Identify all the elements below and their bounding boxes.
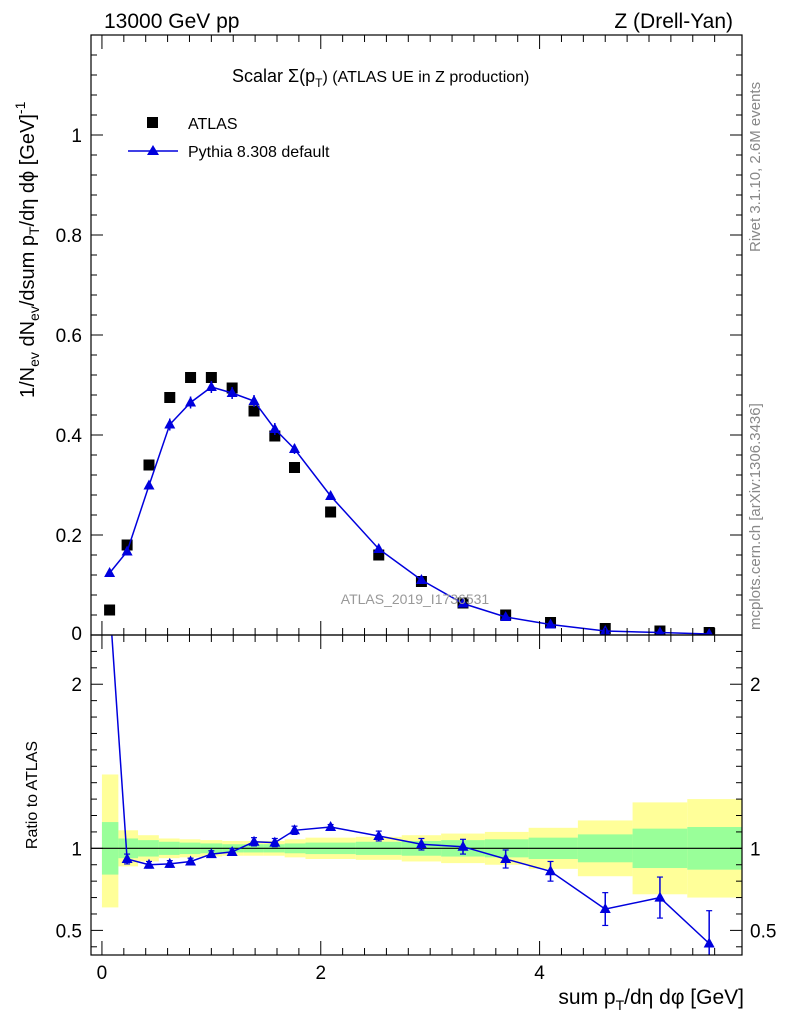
atlas-data-point xyxy=(121,539,133,551)
pythia-data-point xyxy=(143,479,155,490)
pythia-data-point xyxy=(500,611,512,621)
pythia-data-point xyxy=(457,597,469,608)
legend: ATLAS Pythia 8.308 default xyxy=(128,116,330,161)
ratio-x-tick-label: 2 xyxy=(315,963,326,984)
x-axis-label-sub: T xyxy=(616,997,625,1013)
pythia-data-point xyxy=(545,618,557,629)
ratio-data-point xyxy=(373,830,385,841)
ratio-y-tick-label: 2 xyxy=(71,675,82,696)
ratio-data-point xyxy=(415,838,427,849)
ratio-y-tick-label: 0.5 xyxy=(56,921,82,942)
ratio-y-axis-label: Ratio to ATLAS xyxy=(24,741,41,849)
atlas-data-point xyxy=(185,372,197,383)
ratio-data-point xyxy=(545,865,557,876)
main-y-tick-label: 1 xyxy=(71,126,82,147)
ratio-data-point xyxy=(121,853,133,863)
x-axis-label-suffix: /dη dφ [GeV] xyxy=(624,986,744,1009)
chart-title: Scalar Σ(pT) (ATLAS UE in Z production) xyxy=(232,66,529,90)
pythia-data-point xyxy=(164,418,176,429)
ratio-x-tick-label: 4 xyxy=(534,963,545,984)
pythia-data-point xyxy=(248,395,260,405)
legend-atlas-marker xyxy=(147,117,158,128)
main-y-tick-label-zero: 0 xyxy=(71,624,82,645)
legend-atlas-label: ATLAS xyxy=(188,116,238,133)
atlas-data-point xyxy=(143,459,155,471)
legend-pythia-label: Pythia 8.308 default xyxy=(188,144,330,161)
atlas-data-point xyxy=(164,392,176,403)
ratio-data-point xyxy=(289,824,301,835)
pythia-data-point xyxy=(185,396,197,407)
chart-title-prefix: Scalar Σ(p xyxy=(232,66,315,86)
ratio-y-tick-label-right: 1 xyxy=(750,839,761,860)
ratio-y-tick-label-right: 0.5 xyxy=(750,921,776,942)
ratio-data-point xyxy=(599,903,611,914)
ratio-data-point xyxy=(325,821,337,831)
pythia-data-point xyxy=(373,543,385,553)
ratio-data-point xyxy=(205,848,217,859)
ratio-data-point xyxy=(185,855,197,866)
main-y-axis-label: 1/Nev dNev/dsum pT/dη dϕ [GeV]-1 xyxy=(12,101,42,398)
pythia-data-point xyxy=(104,567,116,577)
main-panel: 0.2 0.4 0.6 0.8 1 0 Scalar Σ(pT) (ATLAS UE in… xyxy=(12,34,743,645)
mcplots-label: mcplots.cern.ch [arXiv:1306.3436] xyxy=(747,403,764,630)
ratio-data-point xyxy=(269,836,281,847)
atlas-data-point xyxy=(269,430,281,442)
atlas-data-point xyxy=(248,405,260,417)
legend-pythia-marker xyxy=(147,145,159,155)
main-y-tick-label: 0.2 xyxy=(56,526,82,547)
ratio-data-point xyxy=(457,840,469,851)
pythia-data-point xyxy=(289,443,301,453)
ratio-data-point xyxy=(226,845,238,856)
header-beam-label: 13000 GeV pp xyxy=(104,10,239,33)
chart-title-sub: T xyxy=(315,76,323,90)
ratio-x-tick-label: 0 xyxy=(97,963,108,984)
pythia-data-point xyxy=(415,574,427,584)
ratio-data-point xyxy=(248,835,260,846)
pythia-data-point xyxy=(705,628,714,635)
atlas-data-point xyxy=(373,549,385,561)
ratio-data-point xyxy=(143,858,155,869)
ratio-data-point xyxy=(164,857,176,868)
analysis-watermark: ATLAS_2019_I1736531 xyxy=(341,591,490,607)
ratio-pythia-line xyxy=(111,635,710,945)
ratio-panel-frame xyxy=(90,634,743,956)
ratio-data-point xyxy=(654,891,666,902)
header-process-label: Z (Drell-Yan) xyxy=(614,10,733,33)
ratio-x-axis-label: sum pT/dη dφ [GeV] xyxy=(558,986,744,1013)
atlas-data-point xyxy=(325,506,337,518)
pythia-data-point xyxy=(655,626,665,635)
main-y-tick-label: 0.8 xyxy=(56,226,82,247)
pythia-data-point xyxy=(205,381,217,391)
rivet-version-label: Rivet 3.1.10, 2.6M events xyxy=(747,82,764,252)
atlas-data-point xyxy=(104,604,116,616)
pythia-data-point xyxy=(121,545,133,556)
pythia-data-point xyxy=(269,423,281,433)
x-axis-label-prefix: sum p xyxy=(558,986,615,1009)
main-y-tick-label: 0.6 xyxy=(56,326,82,347)
ratio-y-tick-label-right: 2 xyxy=(750,675,761,696)
pythia-data-point xyxy=(325,490,337,500)
pythia-data-point xyxy=(226,387,238,397)
ratio-y-tick-label: 1 xyxy=(71,839,82,860)
ratio-panel: 0.5 0.5 1 1 2 2 0 2 4 Ratio to ATLAS sum pT/dη d… xyxy=(24,634,776,1013)
ratio-data-point xyxy=(500,853,512,863)
ratio-data-point xyxy=(703,937,715,948)
main-y-tick-label: 0.4 xyxy=(56,426,83,447)
atlas-data-point xyxy=(205,372,217,383)
chart-title-suffix: ) (ATLAS UE in Z production) xyxy=(323,69,530,86)
atlas-data-point xyxy=(289,462,301,473)
